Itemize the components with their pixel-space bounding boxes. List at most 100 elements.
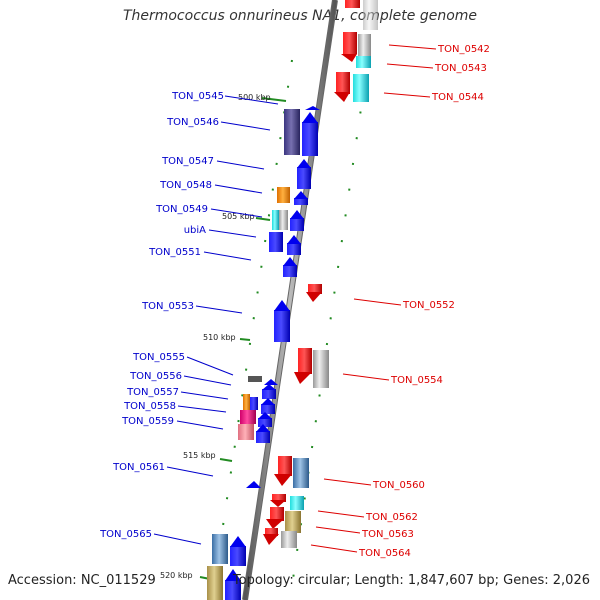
gene-feature bbox=[262, 384, 276, 390]
gene-feature bbox=[313, 350, 329, 388]
gene-label: TON_0561 bbox=[112, 462, 165, 473]
forward-strand-genes bbox=[207, 106, 320, 600]
gene-feature bbox=[298, 348, 312, 374]
gene-feature bbox=[230, 546, 246, 566]
forward-gene-labels: TON_0545 TON_0546 TON_0547 TON_0548 TON_… bbox=[99, 91, 224, 540]
gene-label: TON_0543 bbox=[434, 63, 487, 74]
gene-feature bbox=[212, 534, 228, 564]
gene-feature bbox=[285, 511, 301, 533]
gene-feature bbox=[284, 109, 300, 155]
gene-feature bbox=[358, 34, 371, 56]
scale-label: 510 kbp bbox=[203, 333, 236, 342]
gene-label: TON_0552 bbox=[402, 300, 455, 311]
gene-feature bbox=[240, 410, 256, 424]
gene-feature bbox=[345, 0, 360, 8]
gene-feature bbox=[265, 528, 278, 536]
gene-feature bbox=[263, 534, 279, 545]
scale-label: 505 kbp bbox=[222, 212, 255, 221]
scale-tick bbox=[255, 217, 271, 221]
gene-feature bbox=[290, 210, 304, 219]
gene-label: TON_0559 bbox=[121, 416, 174, 427]
scale-label: 515 kbp bbox=[183, 451, 216, 460]
gene-feature bbox=[305, 106, 320, 110]
gene-feature bbox=[274, 300, 290, 311]
gene-feature bbox=[306, 292, 322, 302]
gene-feature bbox=[225, 580, 241, 600]
gene-feature bbox=[283, 257, 297, 266]
gene-feature bbox=[290, 496, 304, 510]
gene-feature bbox=[250, 397, 258, 410]
gene-feature bbox=[278, 456, 292, 476]
gene-feature bbox=[297, 167, 311, 189]
gene-label: ubiA bbox=[184, 225, 206, 236]
gene-feature bbox=[274, 310, 290, 342]
scale-ticks: 500 kbp 505 kbp 510 kbp 515 kbp 520 kbp bbox=[160, 93, 287, 580]
genome-backbone bbox=[242, 0, 338, 600]
gene-label: TON_0562 bbox=[365, 512, 418, 523]
gene-feature bbox=[225, 569, 241, 581]
gene-feature bbox=[248, 376, 262, 382]
scale-label: 500 kbp bbox=[238, 93, 271, 102]
gene-label: TON_0564 bbox=[358, 548, 411, 559]
gene-label: TON_0560 bbox=[372, 480, 425, 491]
gene-label: TON_0556 bbox=[129, 371, 182, 382]
gene-feature bbox=[343, 32, 357, 54]
gene-feature bbox=[256, 424, 270, 432]
leader-lines bbox=[153, 44, 437, 553]
gene-label: TON_0547 bbox=[161, 156, 214, 167]
gene-feature bbox=[302, 112, 318, 123]
gene-feature bbox=[270, 507, 284, 521]
gene-feature bbox=[269, 232, 283, 252]
gene-feature bbox=[363, 0, 378, 30]
gene-label: TON_0542 bbox=[437, 44, 490, 55]
gene-label: TON_0563 bbox=[361, 529, 414, 540]
gene-label: TON_0546 bbox=[166, 117, 219, 128]
gene-feature bbox=[353, 74, 369, 102]
gene-feature bbox=[256, 431, 270, 443]
gene-feature bbox=[277, 187, 290, 203]
gene-label: TON_0549 bbox=[155, 204, 208, 215]
gene-feature bbox=[341, 54, 357, 62]
gene-label: TON_0554 bbox=[390, 375, 443, 386]
reverse-strand-genes bbox=[263, 0, 378, 548]
gene-feature bbox=[334, 92, 350, 102]
gene-feature bbox=[261, 404, 275, 414]
gene-label: TON_0555 bbox=[132, 352, 185, 363]
scale-label: 520 kbp bbox=[160, 571, 193, 580]
scale-tick bbox=[219, 458, 233, 462]
gene-label: TON_0545 bbox=[171, 91, 224, 102]
scale-tick bbox=[261, 97, 287, 102]
gene-feature bbox=[264, 379, 278, 385]
scale-tick bbox=[239, 338, 251, 341]
gene-label: TON_0548 bbox=[159, 180, 212, 191]
gene-feature bbox=[261, 398, 275, 405]
gene-feature bbox=[356, 56, 371, 68]
gene-feature bbox=[266, 519, 284, 529]
gene-feature bbox=[262, 389, 276, 399]
gene-label: TON_0551 bbox=[148, 247, 201, 258]
gene-feature bbox=[238, 424, 254, 440]
gene-feature bbox=[281, 531, 297, 548]
gene-feature bbox=[283, 265, 297, 277]
gene-feature bbox=[290, 218, 304, 231]
gene-label: TON_0558 bbox=[123, 401, 176, 412]
gene-feature bbox=[246, 481, 261, 488]
gene-feature bbox=[258, 412, 272, 419]
gene-feature bbox=[258, 418, 272, 427]
gene-label: TON_0565 bbox=[99, 529, 152, 540]
gene-feature bbox=[243, 394, 250, 410]
gene-feature bbox=[207, 566, 223, 600]
gene-feature bbox=[287, 243, 301, 255]
gene-feature bbox=[302, 122, 318, 156]
gene-feature bbox=[287, 235, 301, 244]
gene-feature bbox=[293, 458, 309, 488]
gene-feature bbox=[270, 500, 286, 507]
gene-feature bbox=[294, 198, 308, 205]
gene-feature bbox=[294, 191, 308, 199]
gene-feature bbox=[294, 372, 312, 384]
gene-label: TON_0553 bbox=[141, 301, 194, 312]
gene-feature bbox=[336, 72, 350, 94]
gene-label: TON_0557 bbox=[126, 387, 179, 398]
gene-feature bbox=[272, 210, 279, 230]
